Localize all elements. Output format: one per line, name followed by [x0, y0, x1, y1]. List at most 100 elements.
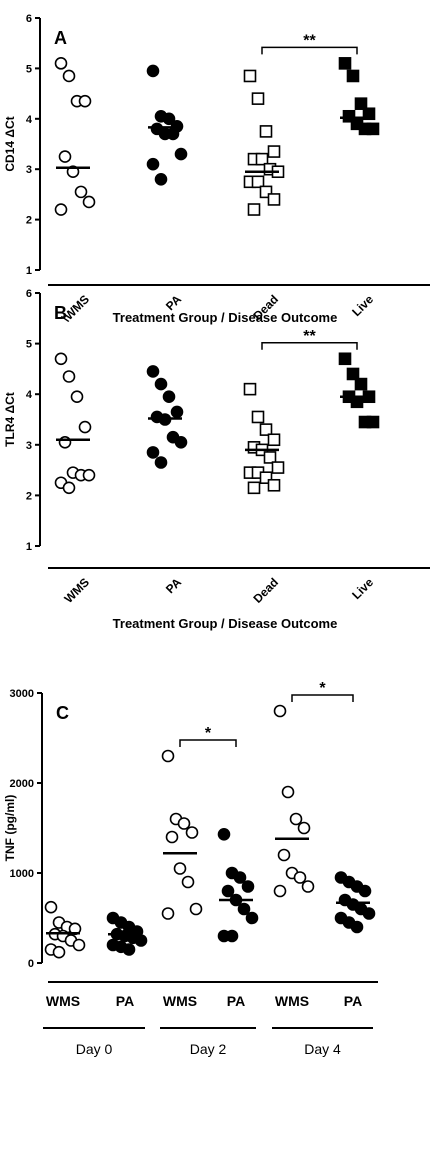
data-point: [237, 902, 251, 916]
data-point: [281, 785, 295, 799]
data-point: [346, 69, 360, 83]
y-tick-label: 3: [26, 164, 32, 176]
data-point: [354, 97, 368, 110]
data-point: [58, 435, 72, 449]
data-point: [273, 884, 287, 898]
data-point: [189, 902, 203, 916]
x-tick-label: PA: [344, 993, 362, 1009]
data-point: [233, 871, 247, 884]
data-point: [174, 435, 188, 449]
data-point: [267, 433, 281, 447]
data-point: [54, 57, 68, 70]
data-point: [62, 69, 76, 83]
data-point: [277, 848, 291, 862]
data-point: [54, 203, 68, 216]
data-point: [366, 415, 380, 429]
data-point: [259, 471, 273, 484]
panel-label: B: [54, 303, 67, 323]
x-tick-label: PA: [163, 575, 184, 596]
data-point: [243, 69, 257, 83]
significance-label: *: [205, 725, 212, 742]
data-point: [161, 749, 175, 763]
data-point: [267, 193, 281, 206]
data-point: [162, 112, 176, 126]
y-tick-label: 3: [26, 440, 32, 452]
y-tick-label: 4: [26, 389, 33, 401]
y-tick-label: 6: [26, 288, 32, 300]
data-point: [58, 150, 72, 163]
data-point: [251, 410, 265, 424]
data-point: [74, 185, 88, 199]
panel-label: A: [54, 28, 67, 48]
y-tick-label: 1: [26, 265, 32, 277]
data-point: [217, 827, 231, 841]
x-tick-label: Dead: [250, 575, 281, 606]
data-point: [293, 871, 307, 884]
significance-bracket: [291, 694, 354, 702]
data-point: [161, 907, 175, 920]
x-tick-label: WMS: [275, 993, 309, 1009]
data-point: [255, 152, 269, 166]
data-point: [338, 352, 352, 366]
data-point: [181, 875, 195, 889]
x-axis-label: Treatment Group / Disease Outcome: [113, 616, 338, 631]
data-point: [354, 377, 368, 391]
y-tick-label: 1000: [10, 868, 34, 880]
data-point: [78, 94, 92, 108]
data-point: [154, 456, 168, 469]
y-tick-label: 0: [28, 958, 34, 970]
y-tick-label: 3000: [10, 688, 34, 700]
data-point: [154, 377, 168, 391]
x-tick-label: PA: [116, 993, 134, 1009]
group-label: Day 4: [304, 1041, 341, 1057]
data-point: [66, 165, 80, 179]
x-tick-label: PA: [227, 993, 245, 1009]
data-point: [166, 127, 180, 141]
data-point: [221, 884, 235, 898]
data-point: [185, 826, 199, 839]
data-point: [82, 195, 96, 209]
data-point: [267, 145, 281, 158]
data-point: [247, 203, 261, 216]
significance-bracket: [261, 46, 358, 55]
data-point: [297, 821, 311, 835]
data-point: [251, 175, 265, 189]
x-tick-label: Live: [349, 575, 376, 602]
x-tick-label: Live: [349, 292, 376, 319]
data-point: [162, 390, 176, 404]
data-point: [44, 900, 58, 914]
x-axis-label: Treatment Group / Disease Outcome: [113, 310, 338, 325]
data-point: [243, 382, 257, 396]
data-point: [54, 352, 68, 366]
data-point: [338, 57, 352, 70]
data-point: [146, 157, 160, 171]
data-point: [289, 812, 303, 826]
y-axis-label: CD14 ΔCt: [3, 116, 17, 171]
data-point: [259, 125, 273, 138]
y-tick-label: 5: [26, 63, 32, 75]
data-point: [70, 390, 84, 404]
data-point: [358, 884, 372, 898]
data-point: [146, 446, 160, 459]
data-point: [173, 862, 187, 875]
data-point: [72, 938, 86, 952]
data-point: [174, 147, 188, 161]
data-point: [259, 423, 273, 436]
data-point: [273, 704, 287, 718]
data-point: [245, 911, 259, 925]
y-tick-label: 2000: [10, 778, 34, 790]
significance-label: **: [303, 32, 316, 49]
y-tick-label: 2: [26, 215, 32, 227]
data-point: [346, 367, 360, 381]
x-tick-label: WMS: [163, 993, 197, 1009]
data-point: [170, 405, 184, 419]
group-label: Day 2: [190, 1041, 227, 1057]
data-point: [146, 365, 160, 378]
data-point: [154, 172, 168, 186]
data-point: [350, 920, 364, 934]
x-tick-label: WMS: [46, 993, 80, 1009]
data-point: [342, 109, 356, 123]
y-tick-label: 2: [26, 490, 32, 502]
data-point: [366, 122, 380, 136]
